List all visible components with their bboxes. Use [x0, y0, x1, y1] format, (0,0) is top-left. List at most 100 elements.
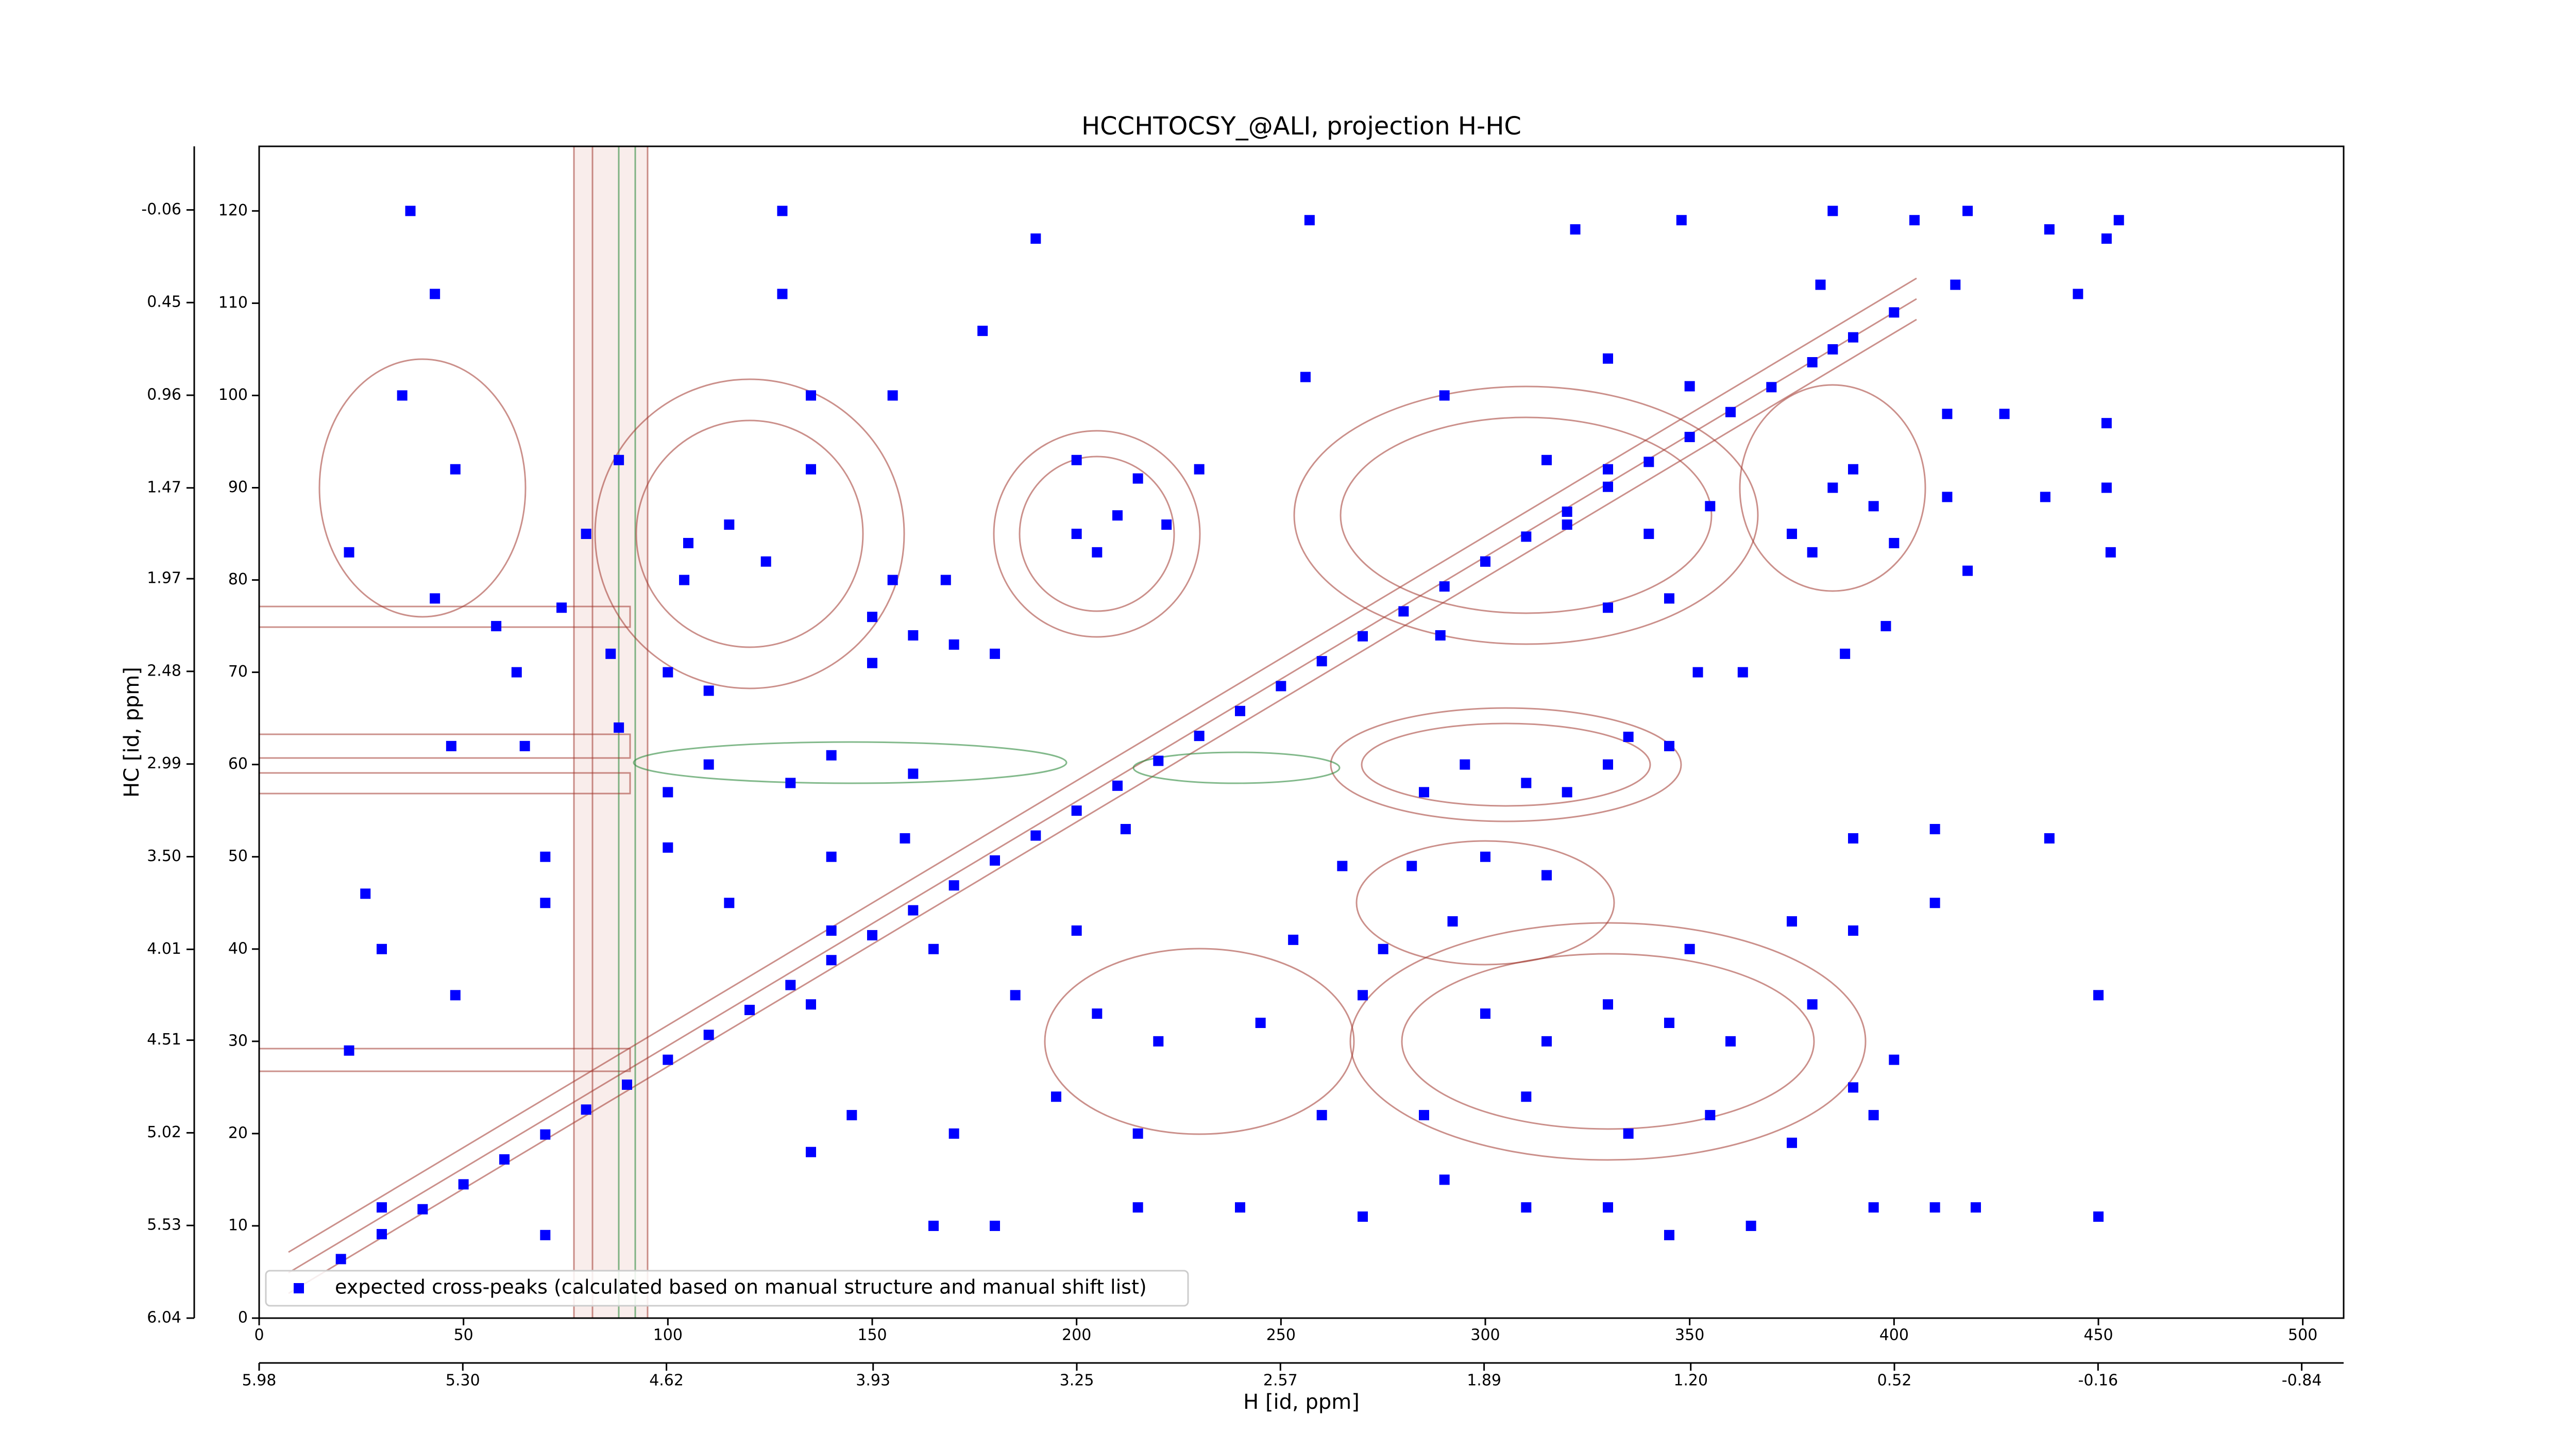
scatter-point	[2093, 990, 2104, 1001]
x-tick-label: 150	[857, 1326, 887, 1344]
x2-tick-label: 4.62	[649, 1372, 684, 1390]
scatter-point	[1664, 593, 1674, 604]
y2-tick-label: 1.97	[147, 569, 181, 587]
legend-label: expected cross-peaks (calculated based o…	[335, 1276, 1147, 1299]
scatter-point	[458, 1179, 469, 1190]
scatter-point	[785, 980, 796, 990]
scatter-point	[1787, 916, 1797, 927]
contour	[1355, 840, 1615, 966]
scatter-point	[683, 537, 693, 548]
x-tick-label: 350	[1675, 1326, 1704, 1344]
scatter-point	[1676, 215, 1687, 226]
scatter-point	[1909, 215, 1920, 226]
scatter-point	[1419, 787, 1429, 798]
scatter-point	[806, 464, 816, 475]
contour	[1361, 722, 1651, 807]
x2-tick-label: -0.16	[2078, 1372, 2119, 1390]
y2-tick-label: 4.01	[147, 940, 181, 958]
x2-tick-label: 0.52	[1877, 1372, 1912, 1390]
scatter-point	[1358, 990, 1368, 1001]
scatter-point	[1705, 1110, 1716, 1121]
scatter-point	[1521, 531, 1532, 542]
scatter-point	[1120, 824, 1131, 835]
scatter-point	[826, 851, 837, 862]
scatter-point	[1848, 925, 1858, 936]
scatter-point	[1541, 1036, 1552, 1047]
scatter-point	[1643, 529, 1654, 540]
scatter-point	[1684, 943, 1695, 954]
scatter-point	[1153, 755, 1164, 766]
scatter-point	[1725, 407, 1736, 417]
scatter-point	[1766, 382, 1777, 393]
scatter-point	[499, 1154, 510, 1165]
contour	[633, 741, 1067, 784]
scatter-point	[1889, 537, 1900, 548]
scatter-point	[1929, 898, 1940, 908]
scatter-point	[1439, 581, 1450, 592]
scatter-point	[1603, 999, 1613, 1010]
contour	[318, 358, 527, 618]
scatter-point	[703, 1030, 714, 1040]
scatter-point	[806, 1147, 816, 1157]
scatter-point	[1071, 805, 1082, 816]
y-tick-label: 70	[228, 663, 248, 681]
scatter-point	[1868, 1202, 1879, 1213]
scatter-point	[928, 943, 939, 954]
x-tick-label: 0	[254, 1326, 264, 1344]
y2-tick-label: 6.04	[147, 1309, 181, 1327]
scatter-point	[1684, 432, 1695, 443]
x-tick-label: 250	[1266, 1326, 1296, 1344]
scatter-point	[1071, 454, 1082, 465]
scatter-point	[1051, 1091, 1061, 1102]
scatter-point	[867, 612, 877, 622]
scatter-point	[887, 575, 898, 585]
scatter-point	[1132, 1128, 1143, 1139]
scatter-point	[2044, 833, 2055, 844]
scatter-point	[344, 547, 354, 558]
y-tick-label: 100	[218, 386, 248, 404]
scatter-point	[806, 390, 816, 401]
scatter-point	[1603, 1202, 1613, 1213]
scatter-point	[1480, 851, 1490, 862]
scatter-point	[1725, 1036, 1736, 1047]
scatter-point	[1807, 547, 1818, 558]
x2-tick-label: 1.20	[1673, 1372, 1708, 1390]
scatter-point	[1358, 1211, 1368, 1222]
scatter-point	[1071, 529, 1082, 540]
plot-marks	[335, 206, 2124, 1265]
scatter-point	[2073, 289, 2083, 299]
y-tick-label: 40	[228, 939, 248, 957]
scatter-point	[1603, 353, 1613, 364]
scatter-point	[377, 1229, 387, 1240]
scatter-point	[540, 898, 551, 908]
scatter-point	[1840, 648, 1851, 659]
scatter-point	[1705, 501, 1716, 512]
scatter-point	[1071, 925, 1082, 936]
contour	[1044, 948, 1355, 1135]
x-tick-label: 50	[454, 1326, 473, 1344]
scatter-point	[605, 648, 616, 659]
scatter-point	[1880, 621, 1891, 632]
scatter-point	[1541, 454, 1552, 465]
x-axis-label: H [id, ppm]	[1243, 1390, 1360, 1414]
scatter-point	[540, 851, 551, 862]
scatter-point	[1276, 681, 1286, 692]
scatter-point	[360, 888, 371, 899]
x2-tick-label: -0.84	[2282, 1372, 2322, 1390]
scatter-point	[1419, 1110, 1429, 1121]
x-tick-label: 450	[2083, 1326, 2113, 1344]
scatter-point	[397, 390, 408, 401]
y-tick-label: 0	[238, 1309, 248, 1327]
y2-tick-label: 3.50	[147, 847, 181, 865]
scatter-point	[450, 464, 461, 475]
contour	[1340, 416, 1713, 614]
scatter-point	[2101, 233, 2112, 244]
contour	[1330, 707, 1682, 822]
scatter-point	[1684, 381, 1695, 392]
legend-box	[265, 1270, 1189, 1307]
scatter-point	[1398, 606, 1409, 617]
scatter-point	[1971, 1202, 1981, 1213]
scatter-point	[377, 943, 387, 954]
